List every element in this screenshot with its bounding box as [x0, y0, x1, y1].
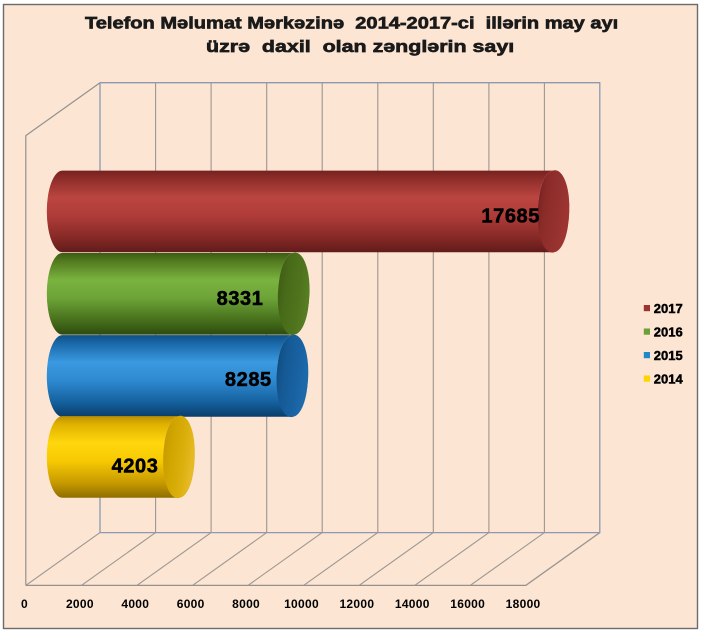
- svg-text:14000: 14000: [395, 597, 430, 611]
- svg-text:üzrə daxil olan zənglərin sa: üzrə daxil olan zənglərin sayı: [206, 38, 514, 56]
- svg-text:8331: 8331: [217, 288, 264, 310]
- svg-text:12000: 12000: [339, 597, 374, 611]
- svg-text:16000: 16000: [450, 597, 485, 611]
- svg-text:2014: 2014: [654, 371, 684, 386]
- svg-text:17685: 17685: [481, 205, 540, 227]
- svg-text:2017: 2017: [654, 301, 683, 316]
- svg-text:4203: 4203: [112, 456, 159, 478]
- svg-text:2015: 2015: [654, 348, 683, 363]
- svg-text:0: 0: [21, 597, 28, 611]
- svg-text:10000: 10000: [284, 597, 319, 611]
- svg-text:4000: 4000: [121, 597, 149, 611]
- svg-text:Telefon Məlumat Mərkəzinə 201: Telefon Məlumat Mərkəzinə 2014-2017-ci i…: [85, 13, 618, 32]
- svg-text:2016: 2016: [654, 324, 683, 339]
- svg-text:8000: 8000: [232, 597, 260, 611]
- svg-text:18000: 18000: [506, 597, 541, 611]
- svg-text:6000: 6000: [177, 597, 205, 611]
- svg-text:8285: 8285: [225, 369, 272, 391]
- svg-text:2000: 2000: [66, 597, 94, 611]
